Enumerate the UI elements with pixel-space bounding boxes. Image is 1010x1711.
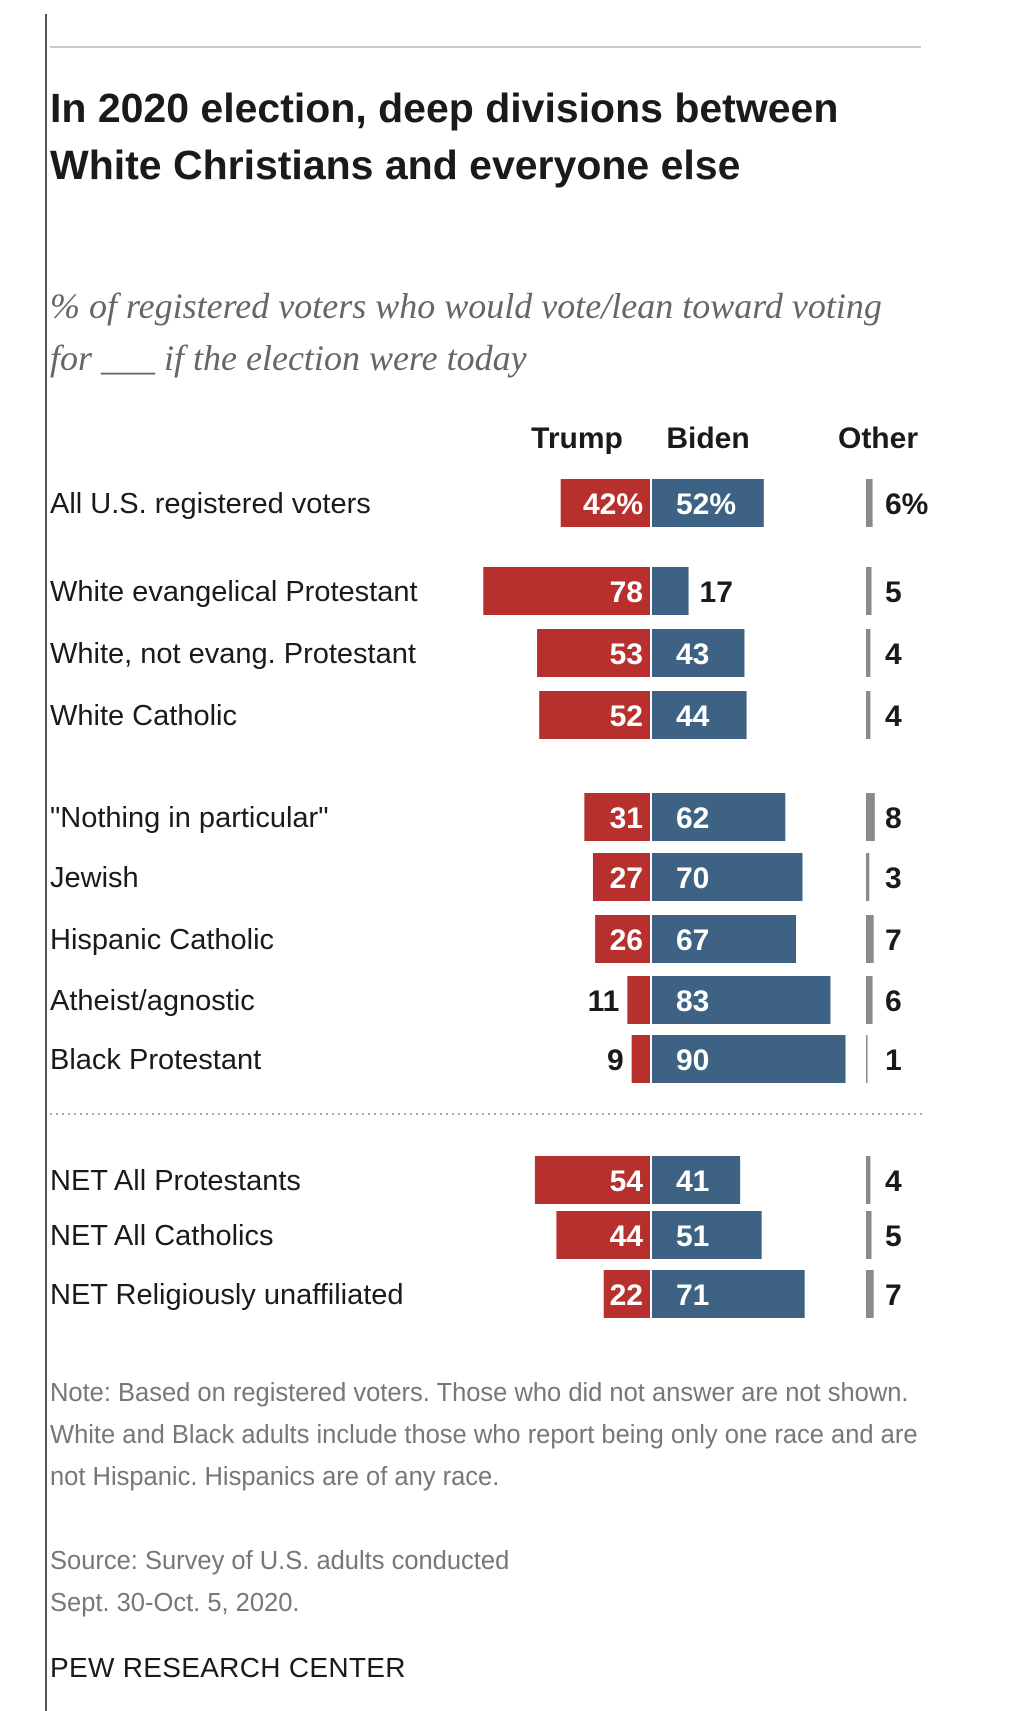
- column-header-trump: Trump: [531, 422, 623, 455]
- trump-bar: [556, 1211, 650, 1259]
- other-value-label: 4: [885, 700, 902, 733]
- row-label: "Nothing in particular": [50, 802, 329, 834]
- other-bar: [866, 479, 873, 527]
- trump-bar: [483, 567, 650, 615]
- biden-value-label: 44: [676, 700, 710, 733]
- other-bar: [866, 976, 873, 1024]
- other-bar: [866, 629, 871, 677]
- trump-value-label: 78: [610, 576, 643, 609]
- top-rule: [50, 46, 921, 48]
- row-label: All U.S. registered voters: [50, 488, 371, 520]
- other-value-label: 1: [885, 1044, 902, 1077]
- other-value-label: 4: [885, 1165, 902, 1198]
- biden-bar: [652, 1156, 741, 1204]
- biden-value-label: 41: [676, 1165, 709, 1198]
- biden-value-label: 17: [700, 576, 733, 609]
- biden-bar: [652, 1270, 805, 1318]
- biden-value-label: 71: [676, 1279, 709, 1312]
- biden-bar: [652, 479, 764, 527]
- biden-bar: [652, 915, 797, 963]
- other-value-label: 8: [885, 802, 902, 835]
- biden-bar: [652, 793, 786, 841]
- trump-value-label: 53: [610, 638, 643, 671]
- chart-note: Note: Based on registered voters. Those …: [50, 1379, 918, 1491]
- biden-value-label: 67: [676, 924, 709, 957]
- row-label: NET All Protestants: [50, 1165, 301, 1197]
- biden-bar: [652, 1035, 846, 1083]
- left-rule: [45, 14, 47, 1711]
- other-value-label: 5: [885, 576, 902, 609]
- other-bar: [866, 1211, 872, 1259]
- other-bar: [866, 567, 872, 615]
- other-bar: [866, 793, 875, 841]
- trump-bar: [584, 793, 650, 841]
- trump-bar: [592, 853, 650, 901]
- trump-value-label: 31: [610, 802, 643, 835]
- row-label: White Catholic: [50, 700, 237, 732]
- chart-subtitle: % of registered voters who would vote/le…: [50, 286, 882, 378]
- trump-bar: [603, 1270, 650, 1318]
- row-label: Atheist/agnostic: [50, 985, 255, 1017]
- other-value-label: 4: [885, 638, 902, 671]
- row-label: Jewish: [50, 862, 139, 894]
- other-bar: [866, 853, 870, 901]
- trump-bar: [560, 479, 650, 527]
- chart-title: In 2020 election, deep divisions between…: [50, 85, 839, 188]
- biden-bar: [652, 853, 803, 901]
- row-label: Black Protestant: [50, 1044, 261, 1076]
- publisher-logo-text: PEW RESEARCH CENTER: [50, 1652, 406, 1683]
- biden-value-label: 62: [676, 802, 709, 835]
- other-value-label: 6: [885, 985, 902, 1018]
- biden-bar: [652, 691, 747, 739]
- biden-bar: [652, 976, 831, 1024]
- other-value-label: 6%: [885, 488, 928, 521]
- trump-value-label: 42%: [583, 488, 643, 521]
- trump-bar: [539, 691, 650, 739]
- trump-bar: [631, 1035, 650, 1083]
- other-value-label: 7: [885, 1279, 902, 1312]
- biden-value-label: 51: [676, 1220, 709, 1253]
- trump-bar: [627, 976, 650, 1024]
- trump-value-label: 52: [610, 700, 643, 733]
- column-header-biden: Biden: [666, 422, 749, 455]
- biden-value-label: 90: [676, 1044, 709, 1077]
- bar-chart: Trump Biden Other All U.S. registered voter…: [50, 422, 928, 1318]
- other-bar: [866, 691, 871, 739]
- row-label: White, not evang. Protestant: [50, 638, 416, 670]
- chart-source: Source: Survey of U.S. adults conducted: [50, 1547, 510, 1575]
- trump-bar: [537, 629, 650, 677]
- biden-bar: [652, 567, 689, 615]
- trump-bar: [595, 915, 650, 963]
- trump-value-label: 44: [610, 1220, 644, 1253]
- trump-value-label: 9: [607, 1044, 624, 1077]
- row-label: White evangelical Protestant: [50, 576, 418, 608]
- row-label: NET Religiously unaffiliated: [50, 1279, 404, 1311]
- other-value-label: 7: [885, 924, 902, 957]
- biden-value-label: 43: [676, 638, 709, 671]
- trump-value-label: 11: [588, 985, 620, 1018]
- other-bar: [866, 915, 874, 963]
- biden-bar: [652, 629, 745, 677]
- other-bar: [866, 1156, 871, 1204]
- trump-value-label: 54: [610, 1165, 644, 1198]
- chart-source-date: Sept. 30-Oct. 5, 2020.: [50, 1589, 300, 1617]
- other-value-label: 3: [885, 862, 902, 895]
- other-bar: [866, 1035, 868, 1083]
- trump-value-label: 22: [610, 1279, 643, 1312]
- trump-bar: [534, 1156, 650, 1204]
- biden-bar: [652, 1211, 762, 1259]
- row-label: Hispanic Catholic: [50, 924, 274, 956]
- row-label: NET All Catholics: [50, 1220, 274, 1252]
- other-bar: [866, 1270, 874, 1318]
- column-header-other: Other: [838, 422, 918, 455]
- other-value-label: 5: [885, 1220, 902, 1253]
- trump-value-label: 27: [610, 862, 643, 895]
- trump-value-label: 26: [610, 924, 643, 957]
- biden-value-label: 70: [676, 862, 709, 895]
- biden-value-label: 83: [676, 985, 709, 1018]
- biden-value-label: 52%: [676, 488, 736, 521]
